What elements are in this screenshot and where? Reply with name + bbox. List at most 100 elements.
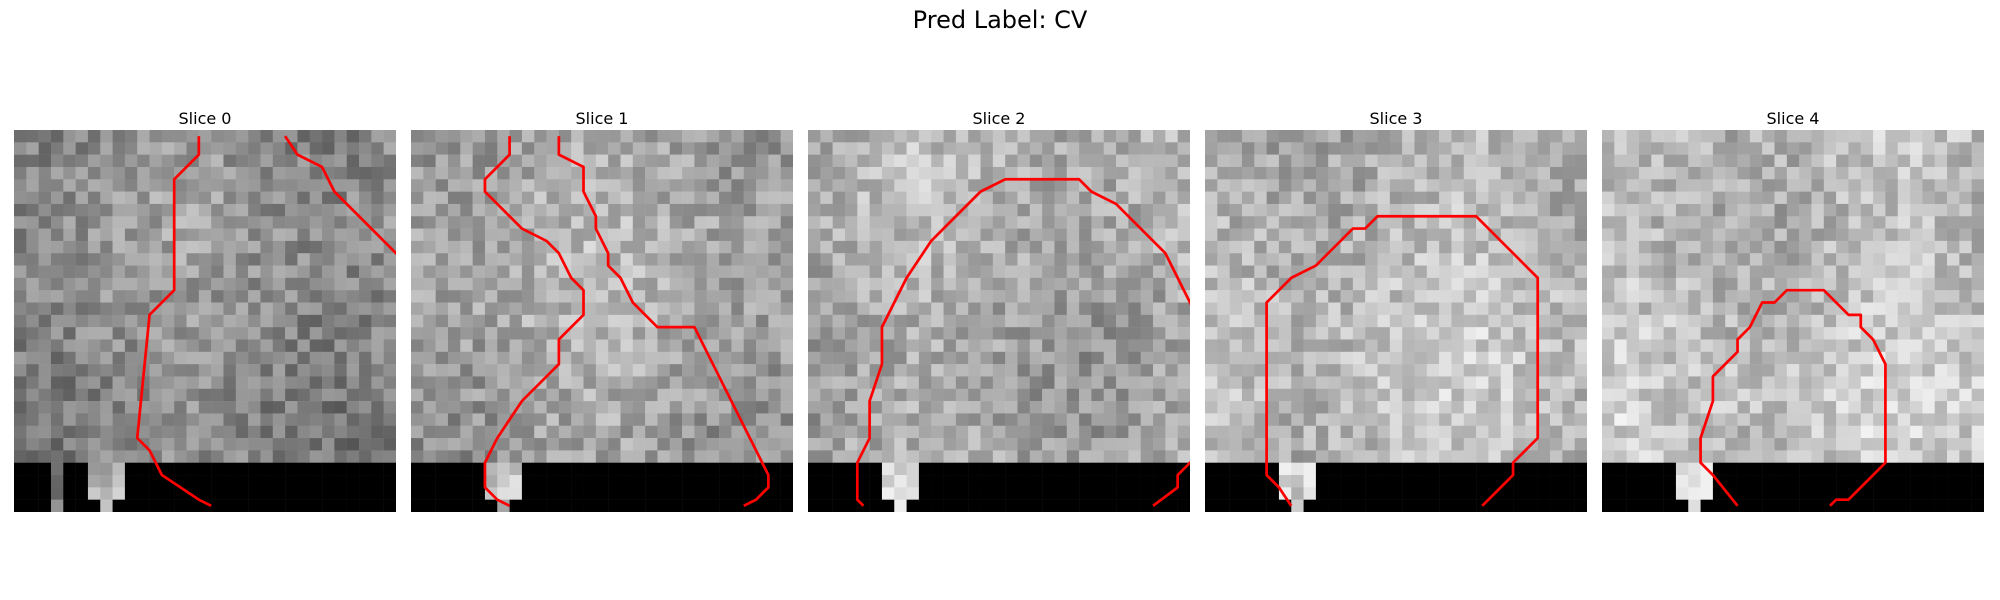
pixel <box>694 142 707 155</box>
pixel <box>435 401 449 414</box>
pixel <box>558 351 572 365</box>
pixel <box>161 203 175 217</box>
pixel <box>1614 191 1627 205</box>
pixel <box>645 438 658 451</box>
pixel <box>1017 216 1031 229</box>
pixel <box>869 438 883 451</box>
pixel <box>583 154 597 168</box>
pixel <box>1278 130 1292 143</box>
pixel <box>1638 228 1652 242</box>
pixel <box>1749 327 1763 340</box>
pixel <box>334 487 347 500</box>
pixel <box>869 228 883 242</box>
pixel <box>756 216 769 229</box>
pixel <box>1165 191 1178 205</box>
pixel <box>75 130 89 143</box>
pixel <box>955 228 969 242</box>
pixel <box>1638 339 1652 353</box>
pixel <box>1823 376 1837 390</box>
pixel <box>1066 166 1080 180</box>
pixel <box>297 351 310 365</box>
pixel <box>706 413 720 426</box>
pixel <box>124 142 138 155</box>
pixel <box>423 203 436 217</box>
pixel <box>1525 302 1538 316</box>
pixel <box>1737 191 1751 205</box>
pixel <box>1229 228 1243 242</box>
pixel <box>285 228 298 242</box>
pixel <box>943 179 957 192</box>
pixel <box>1254 130 1267 143</box>
pixel <box>1029 265 1043 279</box>
pixel <box>632 425 646 439</box>
pixel <box>223 314 237 328</box>
pixel <box>1513 499 1526 512</box>
pixel <box>1922 339 1935 353</box>
pixel <box>87 142 101 155</box>
pixel <box>149 130 163 143</box>
pixel <box>272 240 286 254</box>
pixel <box>100 339 113 353</box>
pixel <box>1823 339 1837 353</box>
pixel <box>869 314 883 328</box>
pixel <box>1537 265 1551 279</box>
pixel <box>1103 364 1117 377</box>
pixel <box>534 302 547 316</box>
pixel <box>780 191 793 205</box>
pixel <box>906 240 920 254</box>
pixel <box>857 487 870 500</box>
pixel <box>756 265 769 279</box>
pixel <box>1725 462 1738 476</box>
pixel <box>1525 179 1538 192</box>
pixel <box>1328 216 1341 229</box>
pixel <box>1439 462 1452 476</box>
pixel <box>346 401 360 414</box>
pixel <box>1463 130 1477 143</box>
pixel <box>26 154 39 168</box>
pixel <box>1463 216 1477 229</box>
pixel <box>497 438 510 451</box>
pixel <box>558 142 572 155</box>
pixel <box>1091 364 1104 377</box>
pixel <box>1500 413 1514 426</box>
pixel <box>1005 179 1018 192</box>
pixel <box>1860 277 1874 291</box>
pixel <box>1725 166 1738 180</box>
pixel <box>423 327 436 340</box>
pixel <box>1116 425 1129 439</box>
pixel <box>322 240 335 254</box>
pixel <box>719 351 732 365</box>
pixel <box>186 203 200 217</box>
pixel <box>1291 228 1304 242</box>
pixel <box>645 240 658 254</box>
pixel <box>423 376 436 390</box>
pixel <box>1241 253 1255 266</box>
pixel <box>460 130 473 143</box>
pixel <box>1737 413 1751 426</box>
pixel <box>1562 216 1575 229</box>
pixel <box>608 166 621 180</box>
pixel <box>1712 166 1726 180</box>
pixel <box>558 277 572 291</box>
pixel <box>1626 191 1640 205</box>
pixel <box>1971 191 1984 205</box>
pixel <box>63 265 76 279</box>
pixel <box>235 253 249 266</box>
pixel <box>521 166 535 180</box>
pixel <box>1254 277 1267 291</box>
pixel <box>1066 351 1080 365</box>
pixel <box>706 154 720 168</box>
pixel <box>980 314 994 328</box>
pixel <box>657 376 671 390</box>
pixel <box>980 462 994 476</box>
pixel <box>1103 203 1117 217</box>
pixel <box>881 203 895 217</box>
pixel <box>706 327 720 340</box>
pixel <box>1712 499 1726 512</box>
pixel <box>50 388 64 402</box>
pixel <box>521 401 535 414</box>
pixel <box>223 499 237 512</box>
pixel <box>1042 376 1055 390</box>
pixel <box>1426 302 1440 316</box>
pixel <box>484 203 498 217</box>
